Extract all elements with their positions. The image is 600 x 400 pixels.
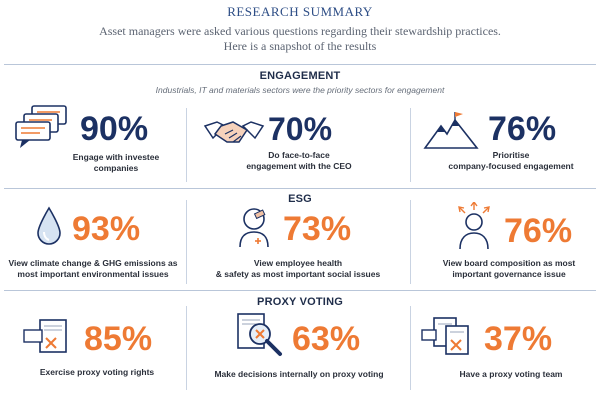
stat-value: 76% xyxy=(504,212,573,250)
divider xyxy=(410,108,411,182)
divider xyxy=(410,306,411,390)
caption-line: important governance issue xyxy=(452,269,566,279)
stat-caption: View employee health & safety as most im… xyxy=(206,258,390,280)
speech-bubbles-icon xyxy=(12,104,74,150)
divider xyxy=(4,188,596,189)
stat-caption: View climate change & GHG emissions as m… xyxy=(2,258,184,280)
water-drop-icon xyxy=(36,206,62,246)
caption-line: Engage with investee xyxy=(72,152,160,162)
engagement-title: ENGAGEMENT xyxy=(259,70,341,82)
stat-caption: Do face-to-face engagement with the CEO xyxy=(234,150,364,172)
divider xyxy=(410,200,411,284)
stat-value: 76% xyxy=(488,110,557,148)
mountain-flag-icon xyxy=(423,112,479,150)
intro-line-1: Asset managers were asked various questi… xyxy=(99,24,501,38)
divider xyxy=(186,306,187,390)
caption-line: & safety as most important social issues xyxy=(215,269,381,279)
stat-caption: Make decisions internally on proxy votin… xyxy=(214,369,384,379)
intro-line-2: Here is a snapshot of the results xyxy=(223,39,377,53)
caption-line: companies xyxy=(93,163,139,173)
caption-line: View employee health xyxy=(253,258,343,268)
caption-line: company-focused engagement xyxy=(448,161,574,171)
stat-value: 63% xyxy=(292,320,361,358)
stat-value: 37% xyxy=(484,320,553,358)
handshake-icon xyxy=(203,112,265,152)
person-arrows-icon xyxy=(454,202,494,250)
caption-line: Prioritise xyxy=(492,150,530,160)
engagement-subtitle: Industrials, IT and materials sectors we… xyxy=(155,85,445,95)
divider xyxy=(186,108,187,182)
stat-value: 85% xyxy=(84,320,153,358)
caption-line: Do face-to-face xyxy=(268,150,330,160)
divider xyxy=(4,290,596,291)
stat-value: 73% xyxy=(283,210,352,248)
stat-value: 93% xyxy=(72,210,141,248)
divider xyxy=(186,200,187,284)
caption-line: engagement with the CEO xyxy=(246,161,352,171)
stat-value: 90% xyxy=(80,110,149,148)
ballot-team-icon xyxy=(420,316,474,360)
stat-caption: Engage with investee companies xyxy=(62,152,170,174)
caption-line: View climate change & GHG emissions as xyxy=(8,258,178,268)
stat-caption: View board composition as most important… xyxy=(424,258,594,280)
caption-line: most important environmental issues xyxy=(17,269,169,279)
caption-line: View board composition as most xyxy=(442,258,576,268)
magnifier-document-icon xyxy=(236,312,284,358)
stat-value: 70% xyxy=(268,111,333,147)
stat-caption: Exercise proxy voting rights xyxy=(39,367,155,377)
ballot-box-icon xyxy=(22,318,74,358)
stat-caption: Prioritise company-focused engagement xyxy=(436,150,586,172)
stat-caption: Have a proxy voting team xyxy=(459,369,563,379)
divider xyxy=(4,64,596,65)
page-title: RESEARCH SUMMARY xyxy=(227,4,373,19)
esg-title: ESG xyxy=(288,193,312,205)
intro-text: Asset managers were asked various questi… xyxy=(40,24,560,54)
person-bandage-icon xyxy=(236,206,272,248)
proxy-voting-title: PROXY VOTING xyxy=(257,296,343,308)
